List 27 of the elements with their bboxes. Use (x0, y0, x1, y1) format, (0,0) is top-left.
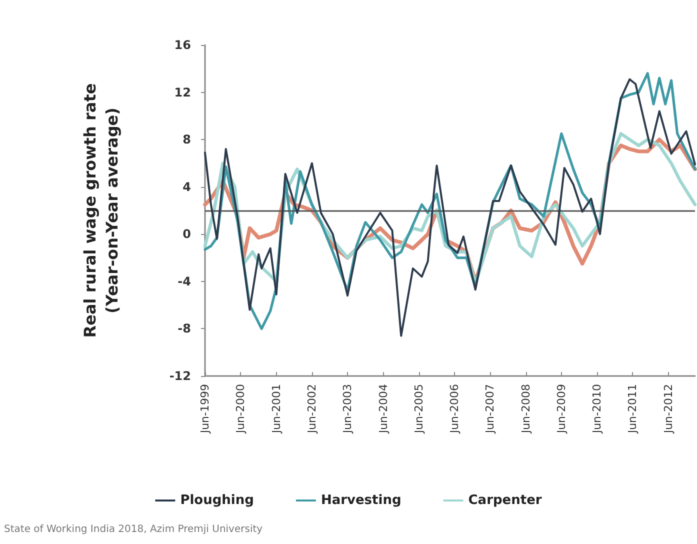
x-tick-label: Jun-2009 (554, 384, 568, 434)
y-tick-label: 0 (182, 227, 191, 242)
legend-label: Ploughing (180, 493, 254, 508)
x-tick-label: Jun-2000 (234, 384, 248, 434)
x-tick-label: Jun-2007 (484, 384, 497, 434)
x-tick-label: Jun-2005 (412, 384, 426, 434)
x-tick-label: Jun-2001 (270, 384, 283, 434)
y-tick-label: -4 (178, 274, 191, 288)
x-tick-label: Jun-2008 (519, 384, 532, 434)
y-tick-label: -8 (178, 322, 191, 336)
x-tick-label: Jun-2003 (341, 384, 354, 434)
legend-label: Harvesting (320, 493, 402, 508)
y-tick-label: 4 (182, 180, 191, 194)
x-tick-label: Jun-2012 (662, 384, 675, 434)
y-tick-label: 16 (174, 38, 191, 52)
y-tick-label: -12 (169, 369, 191, 383)
x-tick-label: Jun-2011 (626, 384, 640, 434)
text: State of Working India 2018, Azim Premji University (4, 524, 263, 535)
y-tick-label: 8 (182, 132, 191, 147)
x-tick-label: Jun-2002 (305, 384, 318, 434)
x-tick-label: Jun-2004 (376, 384, 390, 434)
x-tick-label: Jun-2010 (590, 384, 604, 434)
x-tick-label: Jun-1999 (198, 384, 212, 434)
legend-label: Carpenter (468, 493, 542, 508)
y-axis-title: Real rural wage growth rate (Year-on-Year average) (80, 83, 122, 338)
y-tick-label: 12 (174, 85, 191, 100)
x-tick-label: Jun-2006 (448, 384, 461, 434)
